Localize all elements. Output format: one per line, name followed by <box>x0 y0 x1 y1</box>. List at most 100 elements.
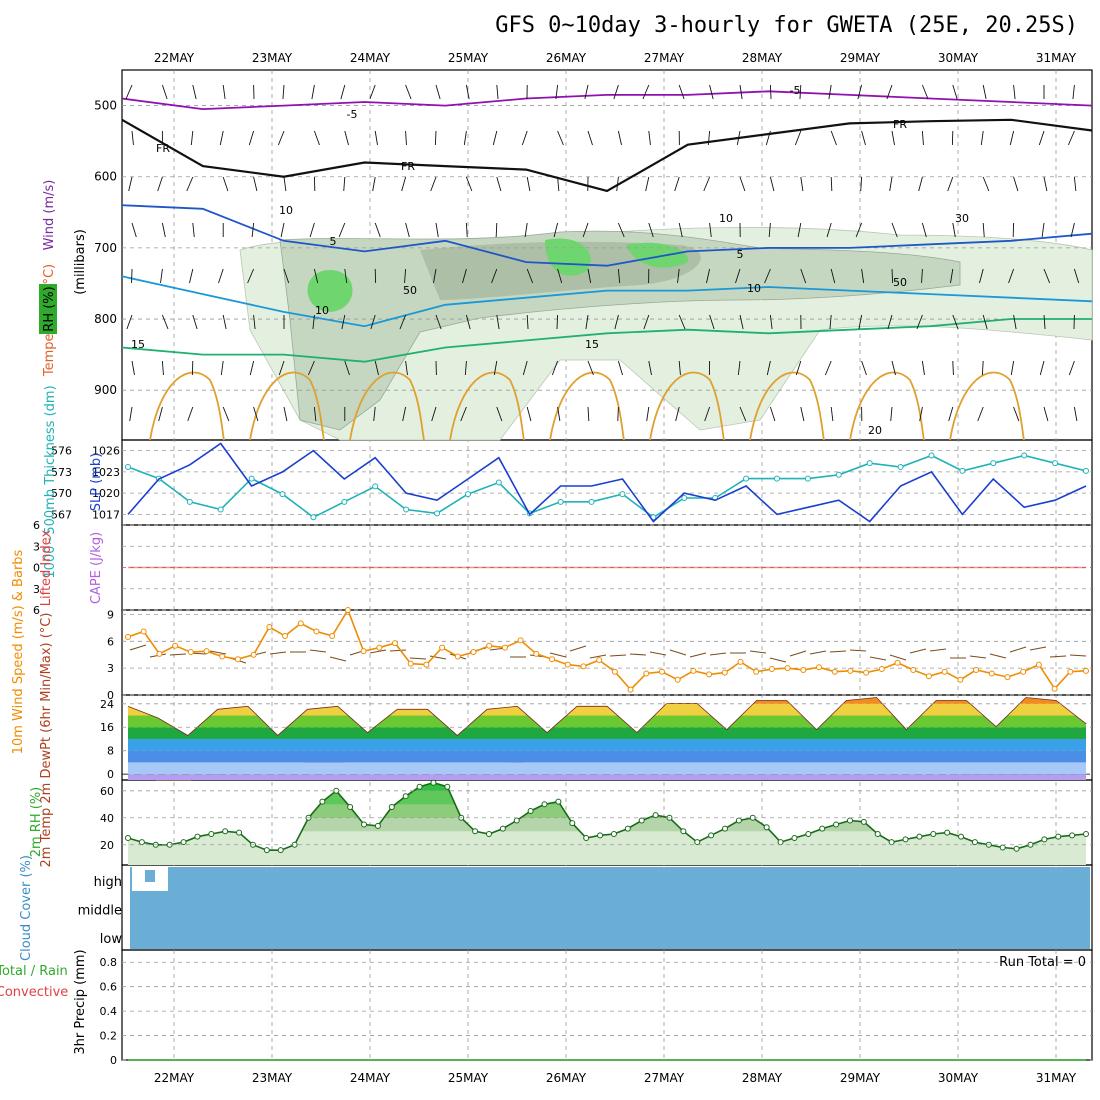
rh-marker <box>971 839 978 846</box>
wind-barb <box>161 84 168 100</box>
wind-barb <box>344 268 348 284</box>
wind-barb <box>617 406 619 422</box>
wind-barb <box>219 130 224 146</box>
wind-barb <box>129 406 133 422</box>
wind10-barb <box>549 652 567 658</box>
precip-convective-label: Convective <box>0 985 68 1000</box>
wind-barb <box>404 268 407 284</box>
wind10-marker <box>313 628 320 635</box>
contour-label: FR <box>401 160 415 173</box>
wind-barb <box>891 360 896 376</box>
wind-barb <box>343 176 346 192</box>
thickness-marker <box>743 475 750 482</box>
rh-marker <box>208 830 215 837</box>
rh2m: 60 40 20 2m RH (%) <box>29 779 1092 865</box>
wind10-marker <box>1035 661 1042 668</box>
wind-barb <box>648 360 652 376</box>
rh-marker <box>1083 830 1089 837</box>
wind-barb <box>739 84 743 100</box>
cloud-cover-fill <box>130 867 1090 949</box>
wind-barb <box>948 406 954 422</box>
wind-barb <box>313 406 317 422</box>
wind10-marker <box>690 667 697 674</box>
rh-marker <box>1041 836 1048 843</box>
wind-barb <box>769 406 776 422</box>
thickness-marker <box>1052 460 1059 467</box>
wind10-marker <box>925 673 932 680</box>
wind-barb <box>309 222 315 238</box>
panel-precip <box>121 949 1093 1061</box>
isotherm-warm <box>949 371 1025 441</box>
rh-marker <box>444 783 451 790</box>
isotherm-warm <box>349 371 425 441</box>
wind-barb <box>921 84 929 100</box>
wind-barb <box>283 406 288 422</box>
wind-barb <box>1013 176 1019 192</box>
wind-barb <box>1010 360 1015 376</box>
cloud-level-label: high <box>94 875 122 890</box>
wind-barb <box>1043 406 1049 422</box>
wind10-barb <box>209 650 227 655</box>
wind-barb <box>952 84 958 100</box>
wind-barb <box>800 406 805 422</box>
wind-barb <box>463 130 467 146</box>
wind10-barb <box>689 652 707 658</box>
rh-marker <box>874 830 881 837</box>
wind10-marker <box>439 644 446 651</box>
wind-barb <box>921 130 924 146</box>
rh-marker <box>430 779 437 786</box>
wind-barb <box>496 314 500 330</box>
rh-marker <box>958 833 965 840</box>
rh-tick-label: 20 <box>100 839 114 852</box>
wind-barb <box>703 176 711 192</box>
x-tick-label-bottom: 22MAY <box>154 1071 195 1085</box>
temp-band <box>128 727 1086 739</box>
wind-barb <box>131 130 134 146</box>
temp-band <box>128 774 1086 780</box>
wind10-marker <box>266 624 273 630</box>
wind-barb <box>768 222 771 238</box>
thickness-tick-label: 567 <box>51 508 72 521</box>
wind10-barb <box>869 656 887 661</box>
wind10-marker <box>1067 668 1074 675</box>
wind-barb <box>192 84 197 100</box>
x-tick-label-top: 29MAY <box>840 51 881 65</box>
rh-marker <box>347 803 354 810</box>
wind-barb <box>678 314 686 330</box>
wind-barb <box>465 84 470 100</box>
wind-barb <box>829 314 832 330</box>
wind-barb <box>709 222 712 238</box>
rh-marker <box>361 821 368 828</box>
wind-barb <box>492 130 498 146</box>
wind-barb <box>557 406 561 422</box>
wind-barb <box>222 176 229 192</box>
slp-tick-label: 1023 <box>92 466 120 479</box>
rh-marker <box>694 839 701 846</box>
isotherm-fr <box>121 118 1093 193</box>
wind10-barb <box>569 645 587 652</box>
wind-barb <box>824 360 832 376</box>
wind-barb <box>952 360 954 376</box>
x-tick-label-top: 31MAY <box>1036 51 1077 65</box>
wind10-marker <box>643 670 650 677</box>
wind-barb <box>374 360 379 376</box>
wind10-barb <box>309 649 327 653</box>
x-tick-label-top: 28MAY <box>742 51 783 65</box>
wind-barb <box>799 84 802 100</box>
wind10-barb <box>649 651 667 656</box>
wind-barb <box>979 268 984 284</box>
wind-barb <box>709 314 715 330</box>
wind-barb <box>886 84 893 100</box>
wind-barb <box>737 360 741 376</box>
thickness-axis-label: 1000~500mb Thickness (dm) <box>43 385 58 578</box>
wind-barb <box>736 130 741 146</box>
wind-barb <box>131 360 135 376</box>
wind-barb <box>1039 360 1045 376</box>
wind10-barb <box>369 649 387 654</box>
contour-label: FR <box>893 118 907 131</box>
cloud-level-label: middle <box>78 904 122 919</box>
rh-marker <box>819 825 826 832</box>
wind-barb <box>338 222 346 238</box>
wind-barb <box>405 84 412 100</box>
wind-barb <box>190 130 194 146</box>
